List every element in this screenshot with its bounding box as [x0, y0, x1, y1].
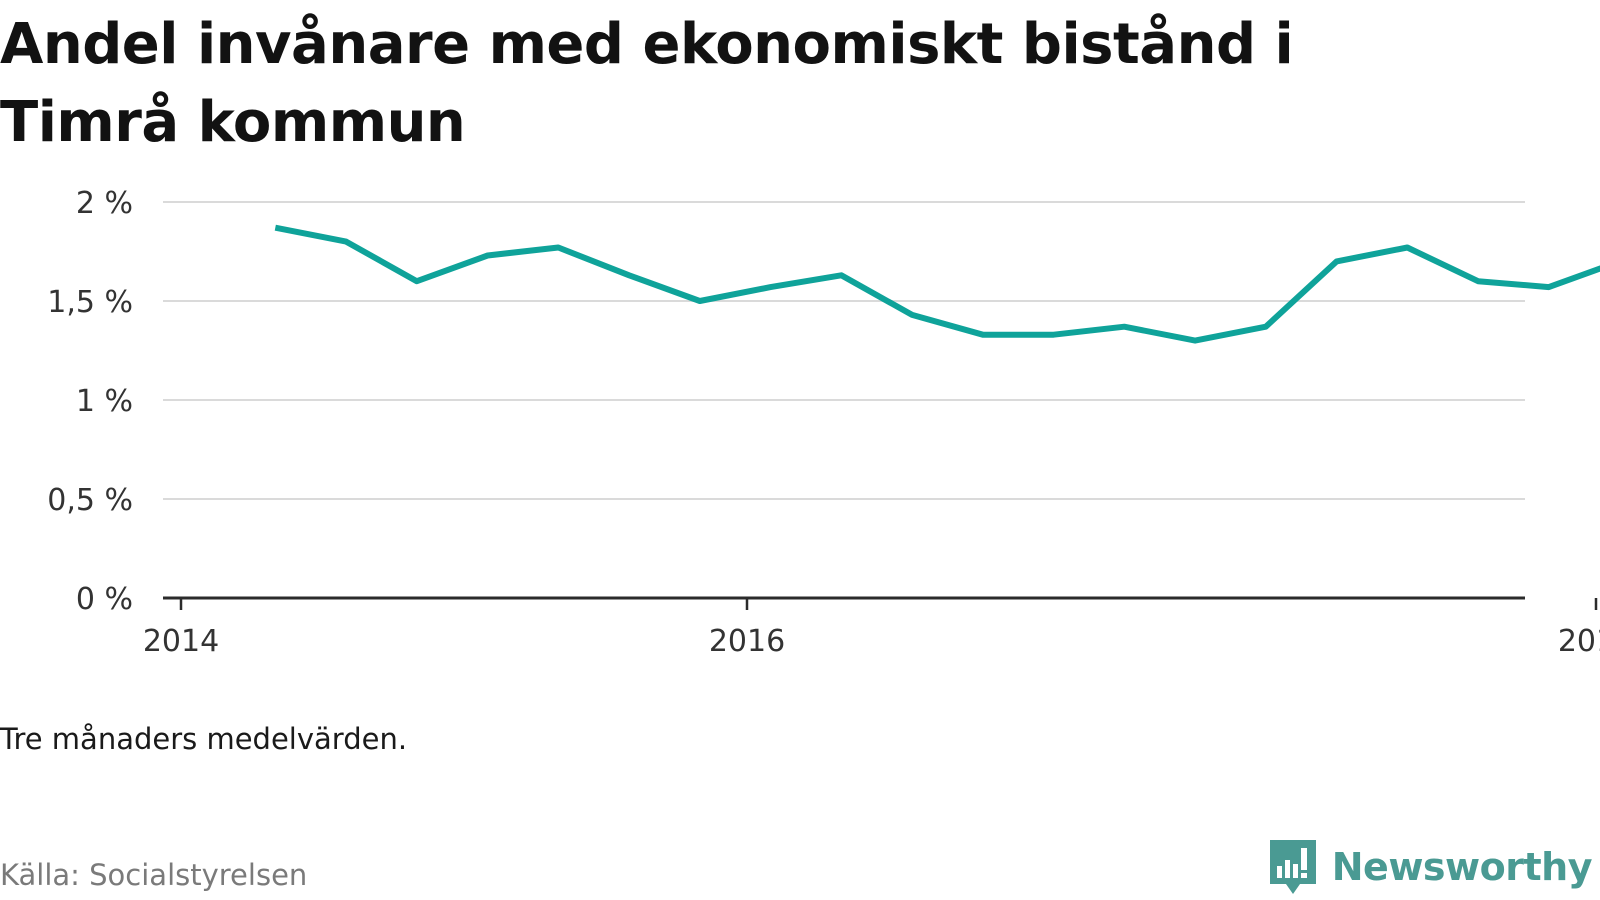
y-axis: 0 % 0,5 % 1 % 1,5 % 2 % [47, 186, 133, 617]
chart-title: Andel invånare med ekonomiskt bistånd i … [0, 12, 1294, 155]
series-layer [274, 224, 1600, 344]
chart-source: Källa: Socialstyrelsen [0, 858, 308, 892]
brand-name: Newsworthy [1331, 845, 1593, 889]
y-tick-label: 1 % [76, 384, 133, 419]
gridlines [163, 201, 1525, 500]
series-line [274, 224, 1600, 344]
x-tick-label: 2014 [143, 624, 219, 659]
x-tick-label: 2016 [709, 624, 785, 659]
chart-note: Tre månaders medelvärden. [0, 722, 408, 756]
brand-logo: Newsworthy [1268, 838, 1593, 896]
x-axis [163, 596, 1598, 610]
x-axis-labels: 20142016201920212023 [143, 624, 1600, 659]
y-tick-label: 0,5 % [47, 483, 133, 518]
y-tick-label: 2 % [76, 186, 133, 221]
y-tick-label: 1,5 % [47, 285, 133, 320]
y-tick-label: 0 % [76, 582, 133, 617]
x-tick-label: 2019 [1558, 624, 1600, 659]
line-chart: 0 %0,5 %1 %1,5 %2 % 20142016201920212023 [47, 186, 1600, 659]
newsworthy-logo-icon [1269, 840, 1316, 894]
